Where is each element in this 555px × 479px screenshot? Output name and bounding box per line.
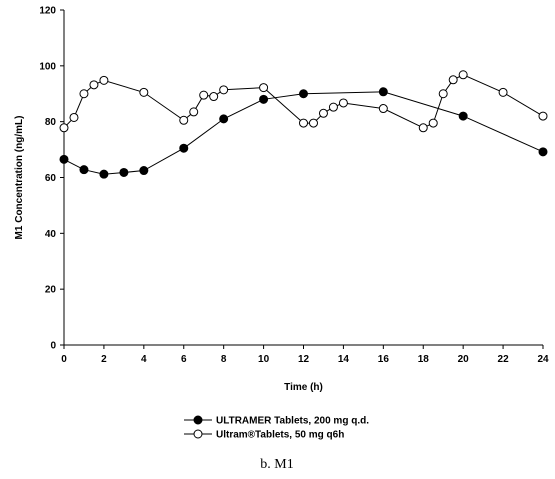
data-point (378, 87, 388, 97)
data-point (89, 80, 99, 90)
legend-marker (193, 429, 203, 439)
data-point (69, 112, 79, 122)
data-point (458, 70, 468, 80)
data-point (199, 90, 209, 100)
series-0 (59, 87, 548, 179)
x-tick-label: 12 (298, 354, 310, 365)
y-tick-label: 120 (39, 6, 56, 17)
data-point (219, 114, 229, 124)
legend-label: Ultram®Tablets, 50 mg q6h (216, 430, 344, 441)
x-tick-label: 4 (141, 354, 147, 365)
data-point (538, 111, 548, 121)
figure-caption: b. M1 (260, 457, 293, 472)
series-1 (59, 70, 548, 133)
data-point (418, 123, 428, 133)
data-point (209, 92, 219, 102)
data-point (139, 166, 149, 176)
y-tick-label: 60 (45, 173, 57, 184)
data-point (378, 104, 388, 114)
data-point (338, 98, 348, 108)
data-point (308, 118, 318, 128)
x-tick-label: 18 (418, 354, 430, 365)
x-axis-title: Time (h) (284, 382, 323, 393)
legend-marker (193, 415, 203, 425)
data-point (259, 94, 269, 104)
x-tick-label: 0 (61, 354, 67, 365)
y-tick-label: 100 (39, 61, 56, 72)
legend: ULTRAMER Tablets, 200 mg q.d. Ultram®Tabl… (184, 415, 369, 441)
data-point (438, 89, 448, 99)
data-point (259, 83, 269, 93)
data-point (179, 115, 189, 125)
series-line (63, 91, 544, 175)
y-tick-label: 20 (45, 285, 57, 296)
data-point (458, 111, 468, 121)
data-point (139, 87, 149, 97)
data-point (299, 118, 308, 128)
data-point (428, 118, 438, 128)
y-tick-label: 0 (50, 341, 56, 352)
data-point (59, 154, 69, 164)
data-point (538, 147, 548, 157)
data-point (119, 167, 129, 177)
data-point (318, 108, 328, 118)
x-tick-label: 20 (458, 354, 470, 365)
y-axis-title: M1 Concentration (ng/mL) (14, 116, 25, 240)
y-tick-label: 80 (45, 117, 57, 128)
x-tick-label: 2 (101, 354, 107, 365)
x-tick-label: 14 (338, 354, 350, 365)
y-tick-label: 40 (45, 229, 57, 240)
data-point (328, 102, 338, 112)
data-point (99, 75, 109, 85)
x-tick-label: 6 (181, 354, 187, 365)
data-point (189, 107, 199, 117)
x-tick-label: 16 (378, 354, 390, 365)
data-point (448, 75, 458, 85)
x-tick-label: 22 (498, 354, 510, 365)
data-point (99, 169, 109, 179)
data-point (299, 89, 308, 99)
data-point (498, 87, 508, 97)
data-point (179, 143, 189, 153)
legend-label: ULTRAMER Tablets, 200 mg q.d. (216, 416, 369, 427)
x-tick-label: 10 (258, 354, 270, 365)
data-point (79, 89, 89, 99)
x-tick-label: 24 (537, 354, 549, 365)
x-tick-label: 8 (221, 354, 227, 365)
series-layer (59, 70, 548, 179)
data-point (219, 85, 229, 95)
data-point (59, 123, 69, 133)
data-point (79, 165, 89, 175)
